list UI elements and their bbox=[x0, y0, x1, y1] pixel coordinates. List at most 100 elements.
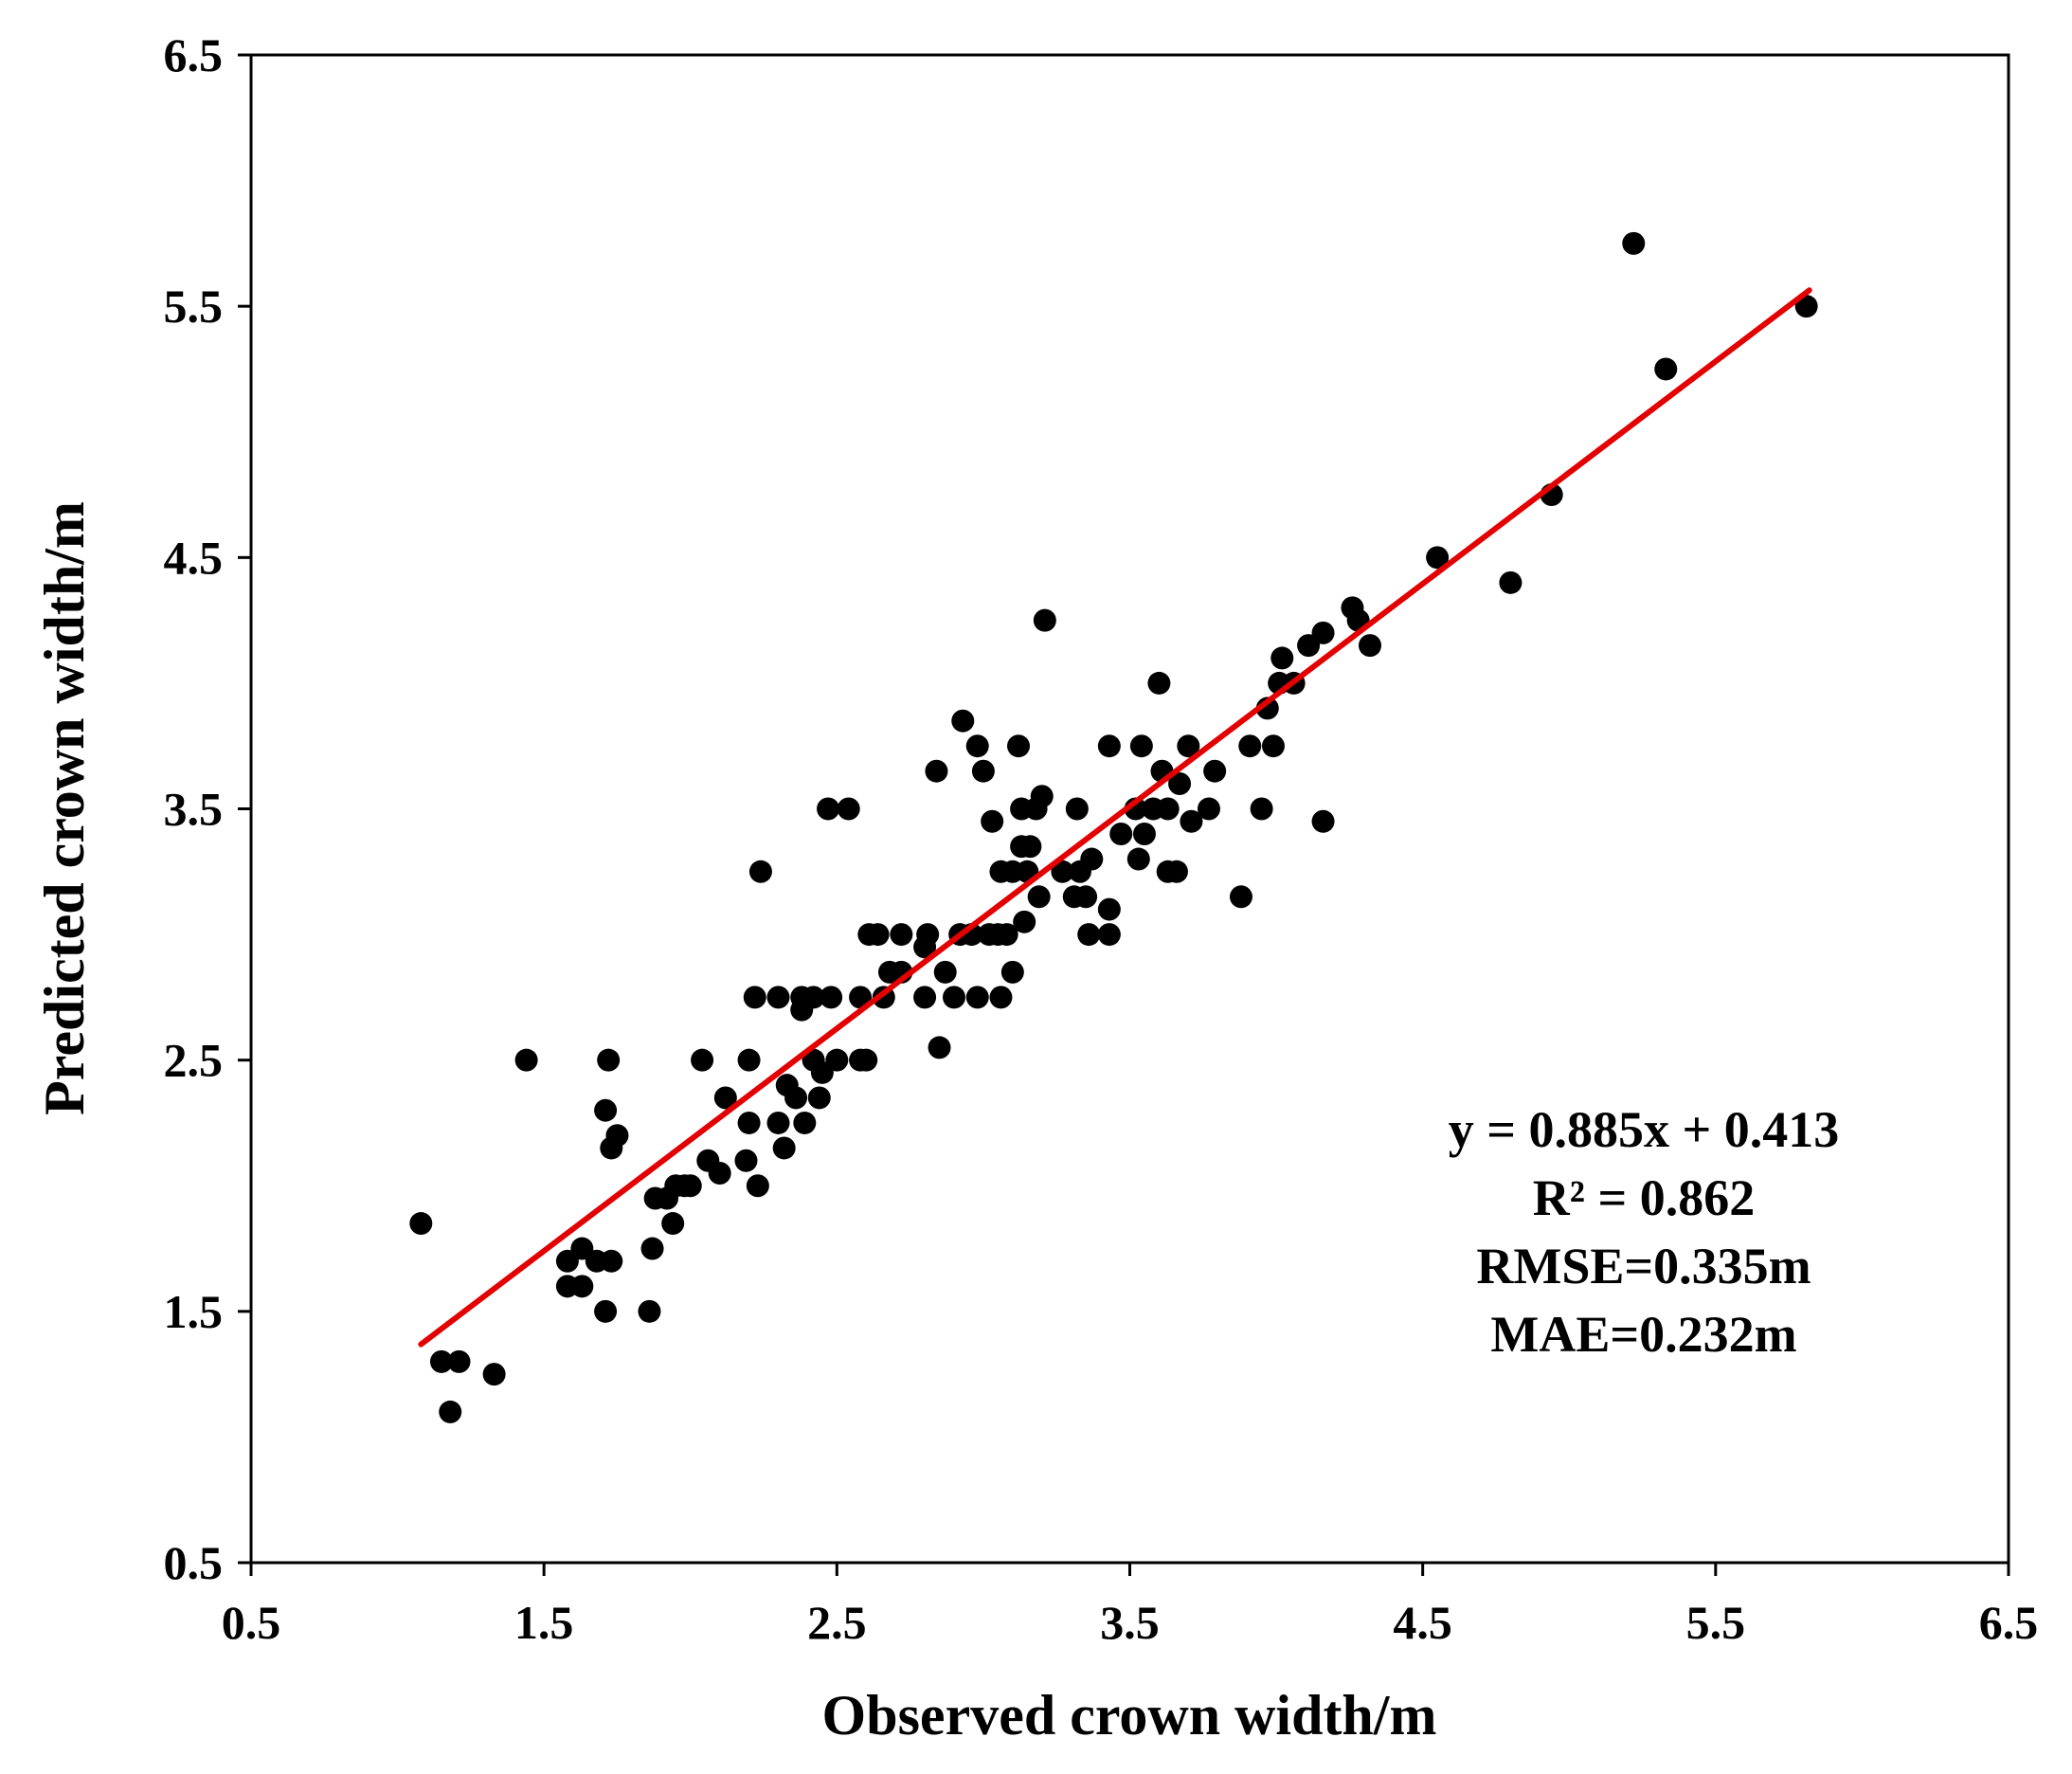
data-point bbox=[1077, 923, 1101, 947]
data-point bbox=[866, 923, 890, 947]
y-axis-ticks: 0.5 1.5 2.5 3.5 4.5 5.5 6.5 bbox=[164, 28, 251, 1589]
data-point bbox=[1426, 546, 1450, 570]
data-point bbox=[409, 1212, 433, 1236]
data-point bbox=[594, 1299, 618, 1323]
data-point bbox=[661, 1212, 685, 1236]
y-tick-label: 4.5 bbox=[164, 531, 224, 584]
data-point bbox=[1132, 823, 1156, 846]
y-tick-label: 5.5 bbox=[164, 280, 224, 333]
data-point bbox=[638, 1299, 661, 1323]
data-point bbox=[855, 1048, 878, 1072]
data-point bbox=[793, 1111, 817, 1134]
data-point bbox=[1030, 785, 1054, 808]
y-tick-label: 1.5 bbox=[164, 1285, 224, 1338]
data-point bbox=[989, 986, 1013, 1009]
data-point bbox=[965, 986, 989, 1009]
data-point bbox=[439, 1400, 462, 1423]
data-point bbox=[1051, 860, 1074, 883]
data-point bbox=[514, 1048, 538, 1072]
regression-equation: y = 0.885x + 0.413 bbox=[1449, 1101, 1840, 1158]
data-point bbox=[1013, 910, 1036, 933]
data-point bbox=[825, 1048, 849, 1072]
data-point bbox=[1168, 771, 1192, 795]
data-point bbox=[965, 734, 989, 758]
data-point bbox=[807, 1086, 831, 1110]
data-point bbox=[995, 923, 1018, 947]
x-tick-label: 4.5 bbox=[1393, 1596, 1452, 1649]
data-point bbox=[766, 986, 790, 1009]
data-point bbox=[1074, 885, 1098, 909]
data-point bbox=[784, 1086, 808, 1110]
data-point bbox=[691, 1048, 714, 1072]
data-point bbox=[743, 986, 766, 1009]
data-point bbox=[951, 709, 975, 733]
data-point bbox=[1622, 231, 1646, 255]
regression-line-group bbox=[418, 287, 1812, 1348]
data-point bbox=[916, 923, 940, 947]
data-point bbox=[1007, 734, 1031, 758]
y-tick-label: 0.5 bbox=[164, 1536, 224, 1589]
data-point bbox=[1065, 797, 1089, 821]
x-tick-label: 0.5 bbox=[222, 1596, 281, 1649]
data-point bbox=[570, 1275, 594, 1298]
data-point bbox=[1203, 759, 1227, 783]
data-point bbox=[1126, 847, 1150, 871]
y-axis-title: Predicted crown width/m bbox=[33, 501, 96, 1115]
data-point bbox=[1794, 295, 1818, 318]
data-point bbox=[605, 1124, 629, 1148]
data-point bbox=[1018, 835, 1042, 859]
x-axis-ticks: 0.5 1.5 2.5 3.5 4.5 5.5 6.5 bbox=[222, 1563, 2039, 1649]
data-point bbox=[817, 797, 840, 821]
data-point bbox=[737, 1048, 761, 1072]
y-tick-label: 2.5 bbox=[164, 1034, 224, 1087]
rmse-label: RMSE=0.335m bbox=[1476, 1238, 1811, 1294]
data-point bbox=[837, 797, 860, 821]
data-point bbox=[913, 986, 937, 1009]
data-point bbox=[1197, 797, 1220, 821]
data-point bbox=[766, 1111, 790, 1134]
data-point bbox=[746, 1174, 769, 1198]
data-point bbox=[1080, 847, 1104, 871]
data-point bbox=[447, 1349, 471, 1373]
data-point bbox=[737, 1111, 761, 1134]
data-point bbox=[1177, 734, 1200, 758]
data-point bbox=[429, 1349, 453, 1373]
data-point bbox=[925, 759, 948, 783]
data-point bbox=[1270, 646, 1294, 670]
data-point bbox=[802, 986, 825, 1009]
data-point bbox=[1097, 923, 1121, 947]
data-point bbox=[971, 759, 995, 783]
data-point bbox=[928, 1036, 951, 1059]
mae-label: MAE=0.232m bbox=[1490, 1306, 1796, 1363]
data-point bbox=[1359, 634, 1382, 658]
regression-stats: y = 0.885x + 0.413 R² = 0.862 RMSE=0.335… bbox=[1449, 1101, 1840, 1363]
data-point bbox=[1180, 809, 1203, 833]
data-point bbox=[600, 1249, 623, 1273]
data-point bbox=[1654, 357, 1678, 381]
regression-line bbox=[418, 287, 1812, 1348]
data-point bbox=[1311, 809, 1335, 833]
data-point bbox=[597, 1048, 621, 1072]
r-squared-label: R² = 0.862 bbox=[1533, 1169, 1755, 1226]
data-point bbox=[748, 860, 772, 883]
x-tick-label: 5.5 bbox=[1686, 1596, 1746, 1649]
data-point bbox=[1229, 885, 1252, 909]
data-point bbox=[713, 1086, 737, 1110]
data-point bbox=[1499, 570, 1522, 594]
data-point bbox=[640, 1237, 664, 1260]
x-tick-label: 1.5 bbox=[514, 1596, 574, 1649]
data-point bbox=[943, 986, 965, 1009]
data-point bbox=[678, 1174, 702, 1198]
data-point bbox=[1129, 734, 1153, 758]
data-point bbox=[594, 1098, 618, 1122]
data-point bbox=[1147, 671, 1171, 695]
data-point bbox=[1033, 608, 1056, 632]
data-point bbox=[1097, 897, 1121, 921]
data-point bbox=[981, 809, 1004, 833]
x-tick-label: 6.5 bbox=[1979, 1596, 2039, 1649]
data-point bbox=[1027, 885, 1051, 909]
data-point bbox=[1000, 960, 1024, 984]
data-point bbox=[734, 1149, 758, 1172]
data-point bbox=[1311, 621, 1335, 644]
